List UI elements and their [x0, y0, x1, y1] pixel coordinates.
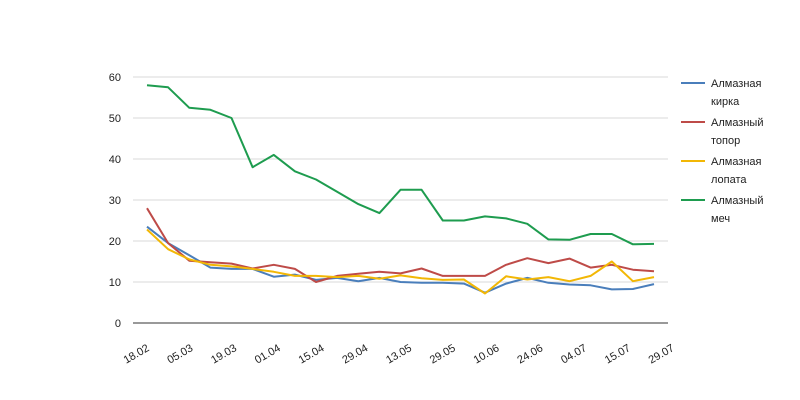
x-tick-label: 01.04: [253, 342, 283, 366]
y-tick-label: 40: [109, 154, 121, 166]
x-tick-label: 29.07: [647, 342, 677, 366]
x-tick-label: 18.02: [122, 342, 152, 366]
x-tick-label: 15.04: [297, 342, 327, 366]
x-tick-label: 05.03: [165, 342, 195, 366]
legend-label-1: кирка: [711, 96, 740, 108]
x-tick-label: 10.06: [472, 342, 502, 366]
legend-label-2: Алмазный: [711, 117, 763, 129]
legend-label-3: Алмазная: [711, 156, 762, 168]
x-tick-label: 04.07: [559, 342, 589, 366]
x-tick-label: 29.05: [428, 342, 458, 366]
y-tick-label: 60: [109, 72, 121, 84]
axes: 0 10 20 30 40 50 60 18.02 05.03 19.03 01.04 15.04 29…: [109, 72, 677, 366]
series-line-2: [146, 207, 655, 283]
x-tick-label: 15.07: [603, 342, 633, 366]
series-line-3: [146, 228, 655, 295]
series-line-4: [146, 84, 655, 246]
x-tick-label: 19.03: [209, 342, 239, 366]
y-tick-label: 30: [109, 195, 121, 207]
gridlines: [133, 76, 668, 283]
x-tick-label: 24.06: [515, 342, 545, 366]
x-tick-label: 13.05: [384, 342, 414, 366]
legend-label-4: Алмазный: [711, 195, 763, 207]
legend: Алмазная кирка Алмазный топор Алмазная лопата…: [681, 78, 763, 225]
y-tick-label: 0: [115, 318, 121, 330]
legend-label-3: лопата: [711, 174, 747, 186]
legend-label-4: меч: [711, 213, 730, 225]
legend-label-2: топор: [711, 135, 740, 147]
x-tick-label: 29.04: [340, 342, 370, 366]
y-tick-label: 10: [109, 277, 121, 289]
y-tick-label: 20: [109, 236, 121, 248]
series-line-1: [146, 225, 655, 294]
series-lines: [146, 84, 655, 295]
y-tick-label: 50: [109, 113, 121, 125]
legend-label-1: Алмазная: [711, 78, 762, 90]
